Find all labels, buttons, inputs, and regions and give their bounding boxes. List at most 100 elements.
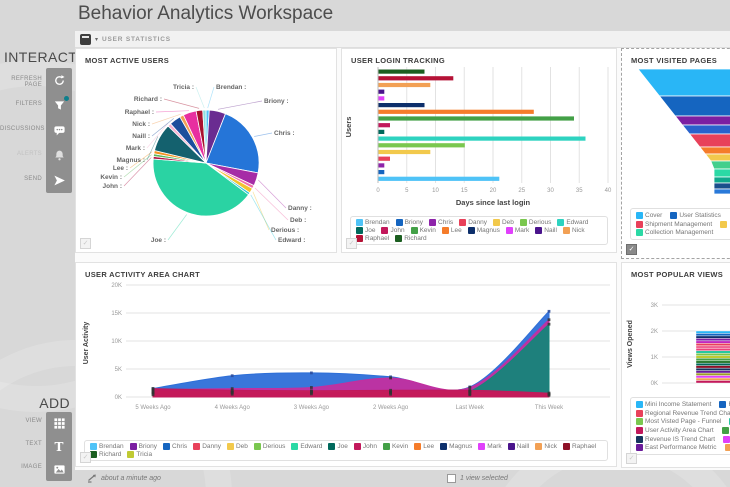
legend-item-raphael[interactable]: Raphael — [562, 443, 596, 450]
legend-item-revenue-is-trend-chart[interactable]: Revenue IS Trend Chart — [636, 435, 715, 443]
funnel-segment-2[interactable] — [674, 115, 730, 126]
legend-item-lee[interactable]: Lee — [441, 227, 462, 234]
legend-item-edward[interactable]: Edward — [557, 219, 588, 226]
legend-item-richard[interactable]: Richard — [395, 235, 427, 242]
bar-derious[interactable] — [378, 143, 465, 148]
legend-item-collection-management[interactable]: Collection Management — [636, 229, 713, 237]
stack-segment-9[interactable] — [695, 353, 730, 356]
funnel-chart[interactable] — [622, 65, 730, 205]
panel-user-activity-area-chart[interactable]: USER ACTIVITY AREA CHART 0K 5K 10K 15K 20K 5 … — [75, 262, 617, 467]
legend-item-swatch[interactable] — [720, 220, 729, 228]
bar-lee[interactable] — [378, 109, 534, 114]
legend-item-kevin[interactable]: Kevin — [410, 227, 436, 234]
legend-item-john[interactable]: John — [381, 227, 405, 234]
legend-item-joe[interactable]: Joe — [356, 227, 375, 234]
stack-segment-2[interactable] — [695, 335, 730, 339]
selection-checkbox[interactable] — [447, 474, 456, 483]
funnel-segment-1[interactable] — [658, 95, 730, 117]
tab-user-statistics[interactable]: USER STATISTICS — [102, 35, 171, 43]
bar-danny[interactable] — [378, 156, 391, 161]
bar-chris[interactable] — [378, 163, 385, 168]
legend-item-briony[interactable]: Briony — [129, 443, 157, 450]
legend-item-briony[interactable]: Briony — [395, 219, 423, 226]
bar-kevin[interactable] — [378, 116, 575, 121]
stack-segment-11[interactable] — [695, 358, 730, 361]
panel-user-login-tracking[interactable]: USER LOGIN TRACKING 0 5 10 15 20 25 30 35 40 Days… — [341, 48, 617, 253]
legend-item-user-activity-area-chart[interactable]: User Activity Area Chart — [636, 427, 714, 435]
funnel-segment-6[interactable] — [704, 153, 730, 162]
legend-item-derious[interactable]: Derious — [253, 443, 285, 450]
legend-item-regional-revenue-trend-chart[interactable]: Regional Revenue Trend Chart — [636, 409, 730, 417]
refresh-page-button[interactable] — [46, 68, 72, 93]
legend-item-magnus[interactable]: Magnus — [440, 443, 472, 450]
legend-item-brendan[interactable]: Brendan — [356, 219, 390, 226]
funnel-segment-9[interactable] — [713, 176, 730, 184]
panel-select-checkbox-checked[interactable]: ✓ — [626, 244, 637, 255]
bar-naill[interactable] — [378, 89, 385, 94]
legend-item-joe[interactable]: Joe — [328, 443, 348, 450]
stack-segment-0[interactable] — [695, 330, 730, 334]
stack-segment-14[interactable] — [695, 365, 730, 369]
legend-item-swatch[interactable] — [724, 444, 730, 452]
funnel-segment-10[interactable] — [713, 182, 730, 190]
legend-item-edward[interactable]: Edward — [291, 443, 322, 450]
stacked-bar-chart[interactable]: 0K 1K 2K 3K Views Opened — [622, 279, 730, 397]
legend-item-danny[interactable]: Danny — [193, 443, 221, 450]
legend-item-derious[interactable]: Derious — [519, 219, 551, 226]
funnel-segment-7[interactable] — [710, 160, 730, 170]
bar-briony[interactable] — [378, 170, 385, 175]
stack-segment-20[interactable] — [695, 380, 730, 384]
discussions-button[interactable] — [46, 118, 72, 143]
legend-item-nick[interactable]: Nick — [535, 443, 557, 450]
legend-item-r[interactable]: R — [719, 401, 730, 409]
bar-john[interactable] — [378, 123, 391, 128]
stack-segment-1[interactable] — [695, 333, 730, 337]
funnel-segment-3[interactable] — [681, 124, 730, 135]
legend-item-chris[interactable]: Chris — [429, 219, 453, 226]
bar-magnus[interactable] — [378, 103, 425, 108]
stack-segment-12[interactable] — [695, 360, 730, 364]
pie-slice-joe[interactable] — [152, 158, 250, 217]
area-series-john[interactable] — [152, 388, 550, 398]
legend-item-danny[interactable]: Danny — [459, 219, 487, 226]
stack-segment-18[interactable] — [695, 375, 730, 379]
pie-chart[interactable]: Brendan : Briony : Chris : Danny : Deb : Deri… — [76, 65, 338, 251]
legend-item-mark[interactable]: Mark — [478, 443, 502, 450]
stack-segment-16[interactable] — [695, 370, 730, 374]
bar-edward[interactable] — [378, 136, 586, 141]
workspace-menu-icon[interactable] — [80, 33, 91, 45]
stack-segment-10[interactable] — [695, 355, 730, 359]
add-text-button[interactable]: T — [46, 435, 72, 458]
bar-chart[interactable]: 0 5 10 15 20 25 30 35 40 Days since last login Use… — [342, 65, 618, 211]
stack-segment-6[interactable] — [695, 345, 730, 349]
add-view-button[interactable] — [46, 412, 72, 435]
legend-item-deb[interactable]: Deb — [226, 443, 248, 450]
legend-item-kevin[interactable]: Kevin — [382, 443, 408, 450]
stack-segment-5[interactable] — [695, 343, 730, 347]
stack-segment-13[interactable] — [695, 362, 730, 366]
legend-item-naill[interactable]: Naill — [507, 443, 529, 450]
legend-item-naill[interactable]: Naill — [535, 227, 557, 234]
stack-segment-3[interactable] — [695, 338, 730, 342]
bar-brendan[interactable] — [378, 176, 500, 181]
panel-select-checkbox[interactable]: ✓ — [346, 238, 357, 249]
legend-item-user-statistics[interactable]: User Statistics — [670, 212, 721, 220]
stack-segment-8[interactable] — [695, 350, 730, 354]
legend-item-chris[interactable]: Chris — [163, 443, 187, 450]
legend-item-mini-income-statement[interactable]: Mini Income Statement — [636, 401, 711, 409]
legend-item-magnus[interactable]: Magnus — [467, 227, 500, 234]
filters-button[interactable] — [46, 93, 72, 118]
bar-nick[interactable] — [378, 82, 431, 88]
panel-select-checkbox[interactable]: ✓ — [626, 453, 637, 464]
stack-segment-17[interactable] — [695, 372, 730, 376]
legend-item-most-visted-page-funnel[interactable]: Most Visted Page - Funnel — [636, 418, 721, 426]
add-image-button[interactable] — [46, 458, 72, 481]
legend-item-shipment-management[interactable]: Shipment Management — [636, 220, 712, 228]
funnel-segment-8[interactable] — [713, 168, 730, 178]
panel-select-checkbox[interactable]: ✓ — [80, 452, 91, 463]
stack-segment-19[interactable] — [695, 377, 730, 381]
legend-item-lee[interactable]: Lee — [414, 443, 434, 450]
funnel-segment-5[interactable] — [698, 146, 730, 155]
area-chart[interactable]: 0K 5K 10K 15K 20K 5 Weeks Ago 4 Weeks Ago 3 Wee… — [76, 279, 618, 429]
bar-joe[interactable] — [378, 129, 385, 134]
